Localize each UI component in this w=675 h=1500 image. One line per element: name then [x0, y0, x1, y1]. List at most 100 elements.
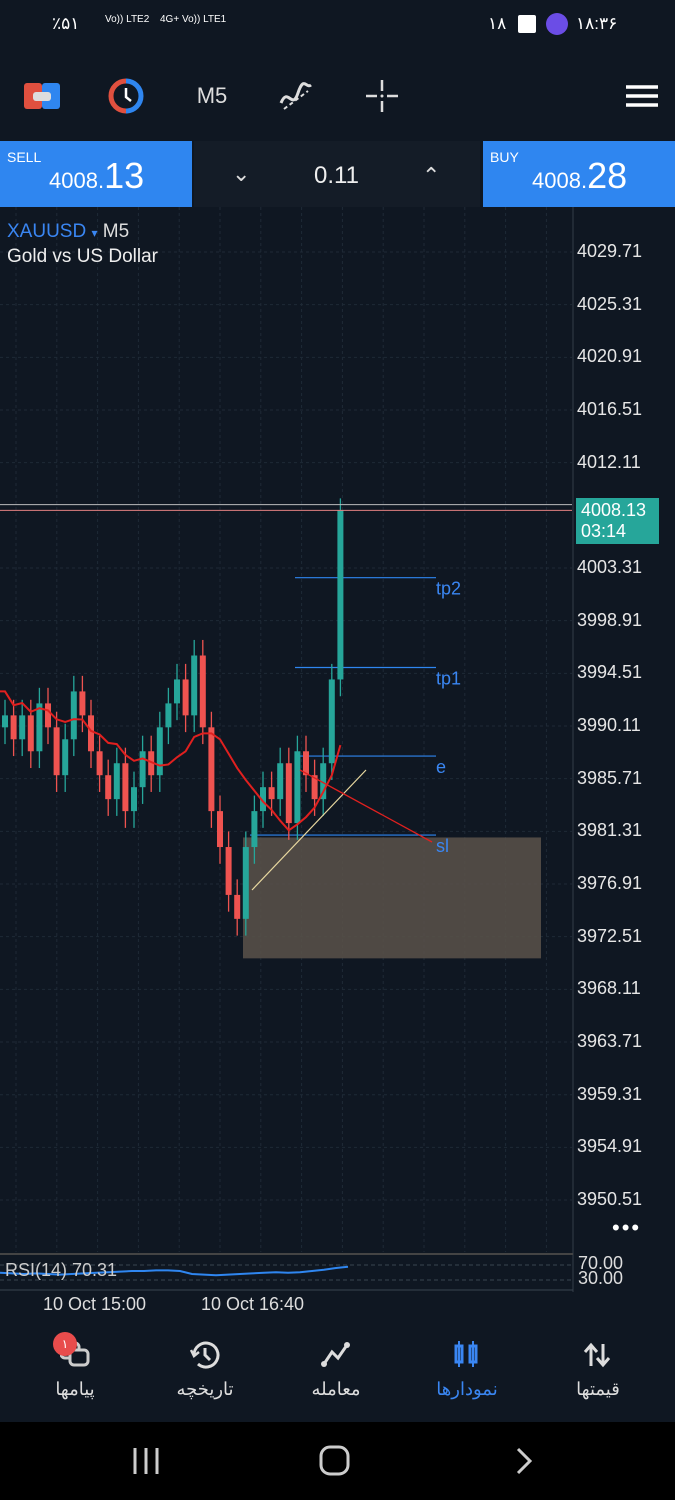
indicators-icon — [279, 82, 312, 110]
candle-body — [268, 787, 275, 800]
menu-button[interactable] — [622, 76, 662, 116]
rsi-levels: 70.00 30.00 — [578, 1253, 624, 1288]
buy-label: BUY — [490, 149, 519, 165]
price-axis-label: 4016.51 — [577, 399, 643, 419]
demand-zone — [243, 837, 541, 959]
nav-item-trade[interactable]: معامله — [281, 1340, 391, 1400]
indicators-button[interactable] — [276, 76, 316, 116]
timeframe-clock-button[interactable] — [106, 76, 146, 116]
level-label-tp2: tp2 — [436, 579, 461, 599]
candle-body — [320, 763, 327, 800]
price-axis-label: 3963.71 — [577, 1031, 643, 1052]
back-icon[interactable] — [512, 1446, 536, 1476]
candle-body — [148, 751, 155, 776]
candle-body — [191, 655, 198, 716]
price-axis-label: 3985.71 — [577, 767, 643, 788]
rsi-level-70: 70.00 — [578, 1253, 624, 1273]
candle-body — [174, 679, 180, 704]
time-label: 10 Oct 15:00 — [43, 1294, 147, 1314]
rsi-level-30: 30.00 — [578, 1268, 624, 1288]
price-axis-label: 3994.51 — [577, 662, 643, 683]
timeframe-button[interactable]: M5 — [196, 83, 228, 108]
candle-body — [53, 727, 60, 776]
price-axis-label: 3981.31 — [577, 820, 643, 841]
volume-control: ⌄ 0.11 ⌃ — [194, 141, 480, 207]
candle-body — [19, 715, 26, 740]
status-bar: ٪۵۱ Vo)) LTE2 4G+ Vo)) LTE1 ۱۸ ۱۸:۳۶ — [0, 0, 675, 50]
home-icon[interactable] — [318, 1444, 352, 1478]
candle-body — [328, 679, 335, 764]
candle-body — [285, 763, 292, 824]
volume-value[interactable]: 0.11 — [314, 162, 359, 189]
symbol-dropdown-icon: ▾ — [91, 226, 98, 240]
nav-label: پیامها — [55, 1379, 95, 1399]
buy-price-main: 4008. — [532, 168, 588, 193]
history-icon — [189, 1341, 220, 1369]
candle-body — [303, 751, 309, 776]
candle-body — [79, 691, 86, 716]
notification-badge: ۱ — [53, 1332, 77, 1356]
sell-price: 4008.13 — [49, 155, 144, 197]
nav-label: تاریخچه — [176, 1379, 234, 1399]
sell-button[interactable]: SELL 4008.13 — [0, 141, 192, 207]
price-chart[interactable]: tp2 tp1 e sl — [0, 207, 675, 1307]
time-label: 10 Oct 16:40 — [201, 1294, 305, 1314]
candle-body — [131, 787, 137, 812]
recent-apps-icon[interactable] — [130, 1446, 162, 1476]
candle-body — [139, 751, 146, 788]
sync-app-icon — [546, 13, 568, 35]
symbol-header[interactable]: XAUUSD ▾ M5 — [7, 221, 129, 243]
buy-button[interactable]: BUY 4008.28 — [483, 141, 675, 207]
nav-item-quotes[interactable]: قیمتها — [543, 1340, 653, 1400]
buy-price-pips: 28 — [587, 155, 628, 196]
trend-line — [251, 769, 367, 891]
price-axis-label: 3968.11 — [577, 978, 641, 999]
price-axis-label: 4003.31 — [577, 557, 643, 577]
price-axis-label: 4025.31 — [577, 293, 643, 314]
chart-toolbar: M5 — [0, 60, 675, 132]
price-axis-label: 3998.91 — [577, 609, 643, 630]
one-click-trading-button[interactable] — [22, 76, 62, 116]
symbol-timeframe: M5 — [102, 221, 130, 242]
system-navigation-bar — [0, 1422, 675, 1500]
increase-volume-button[interactable]: ⌃ — [422, 163, 441, 188]
candle-body — [156, 727, 163, 776]
crosshair-icon — [366, 80, 398, 112]
rsi-label: RSI(14) 70.31 — [5, 1260, 118, 1280]
trade-icon — [321, 1342, 350, 1367]
price-axis-label: 3990.11 — [577, 715, 641, 735]
candle-body — [182, 679, 189, 716]
current-price: 4008.13 — [581, 500, 647, 520]
candle-body — [36, 703, 43, 752]
nav-item-charts[interactable]: نمودارها — [412, 1340, 522, 1400]
candle-body — [199, 655, 206, 728]
candle-body — [113, 763, 120, 800]
sell-price-pips: 13 — [104, 155, 145, 196]
trend-line-red — [299, 769, 433, 843]
price-axis-label: 3950.51 — [577, 1189, 643, 1210]
candle-body — [96, 751, 103, 776]
more-options-icon[interactable]: ••• — [612, 1215, 642, 1240]
date-indicator: ۱۸ — [488, 14, 507, 33]
crosshair-button[interactable] — [362, 76, 402, 116]
candle-body — [311, 775, 318, 800]
chart-area[interactable]: tp2 tp1 e sl XAUUSD ▾ M5 Gold vs US Dollar … — [0, 207, 675, 1314]
candle-body — [10, 715, 17, 740]
current-price-tag: 4008.13 03:14 — [576, 498, 659, 544]
gallery-icon — [518, 15, 536, 33]
nav-item-messages[interactable]: پیامها ۱ — [20, 1332, 130, 1400]
menu-icon — [626, 85, 658, 107]
timeframe-clock-icon — [108, 78, 144, 114]
decrease-volume-button[interactable]: ⌄ — [232, 161, 251, 186]
rsi-line — [0, 1265, 349, 1277]
bottom-navigation: قیمتها نمودارها معامله تاریخچه پیامها ۱ — [0, 1330, 675, 1420]
candle-countdown: 03:14 — [581, 521, 627, 541]
nav-item-history[interactable]: تاریخچه — [150, 1340, 260, 1400]
symbol-name: XAUUSD — [7, 221, 87, 242]
candle-body — [70, 691, 77, 740]
level-label-e: e — [436, 757, 446, 777]
network-lte1: 4G+ Vo)) LTE1 — [160, 14, 227, 25]
candle-body — [2, 715, 8, 728]
price-axis-label: 3954.91 — [577, 1136, 643, 1157]
sell-price-main: 4008. — [49, 168, 105, 193]
